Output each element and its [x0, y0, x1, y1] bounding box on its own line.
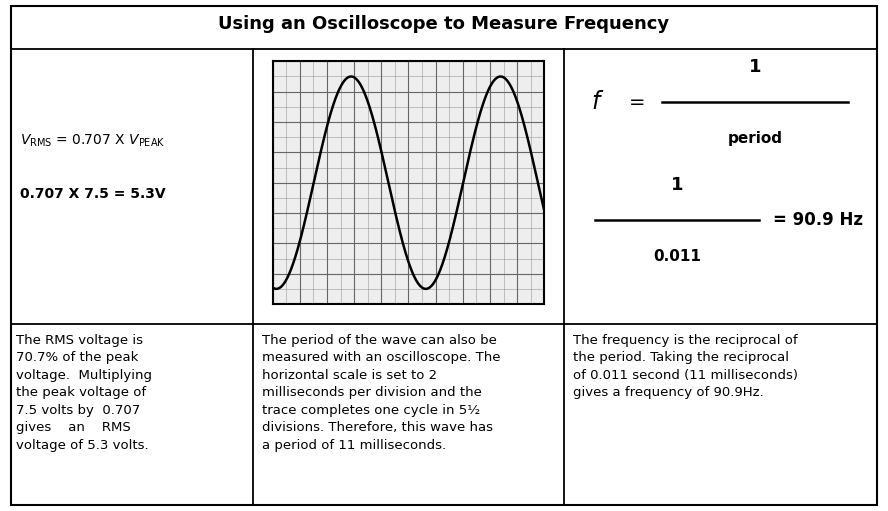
Text: 0.707 X 7.5 = 5.3V: 0.707 X 7.5 = 5.3V — [20, 187, 165, 201]
Text: The period of the wave can also be
measured with an oscilloscope. The
horizontal: The period of the wave can also be measu… — [262, 334, 501, 452]
Text: = 90.9 Hz: = 90.9 Hz — [773, 211, 862, 229]
Text: The frequency is the reciprocal of
the period. Taking the reciprocal
of 0.011 se: The frequency is the reciprocal of the p… — [573, 334, 797, 399]
Text: 1: 1 — [749, 58, 761, 77]
Text: The RMS voltage is
70.7% of the peak
voltage.  Multiplying
the peak voltage of
7: The RMS voltage is 70.7% of the peak vol… — [16, 334, 152, 452]
Text: 0.011: 0.011 — [654, 249, 701, 264]
Text: $V_{\rm RMS}$ = 0.707 X $V_{\rm PEAK}$: $V_{\rm RMS}$ = 0.707 X $V_{\rm PEAK}$ — [20, 132, 165, 149]
Text: Using an Oscilloscope to Measure Frequency: Using an Oscilloscope to Measure Frequen… — [218, 15, 670, 33]
Text: =: = — [629, 92, 646, 112]
Text: $\it{f}$: $\it{f}$ — [591, 90, 604, 114]
Text: period: period — [727, 131, 782, 147]
Text: 1: 1 — [670, 176, 684, 194]
